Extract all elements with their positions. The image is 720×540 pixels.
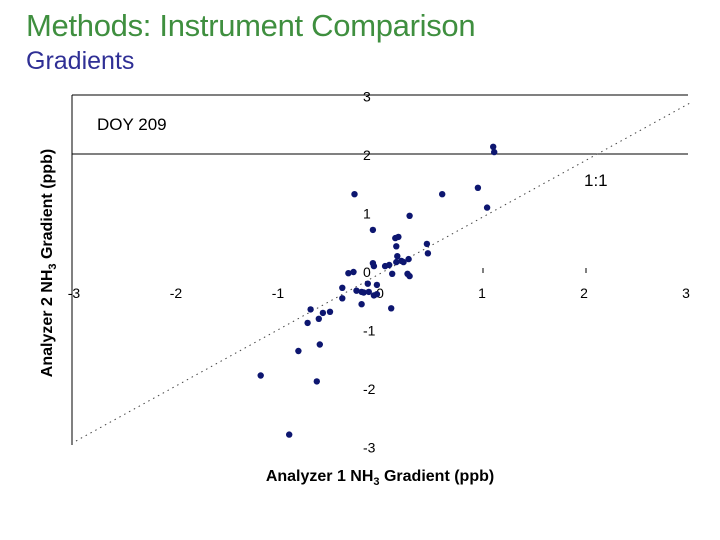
x-tick-label: 0 xyxy=(376,285,384,301)
data-point xyxy=(398,257,405,265)
y-tick-label: 0 xyxy=(363,264,371,280)
y-axis-ticks: 3 2 1 0 -1 -2 -3 xyxy=(363,89,376,456)
data-point xyxy=(315,315,322,322)
y-tick-label: 3 xyxy=(363,89,371,105)
data-point xyxy=(389,270,396,277)
data-point xyxy=(491,148,498,156)
data-point xyxy=(365,288,372,296)
data-point xyxy=(364,280,371,287)
data-point xyxy=(386,261,393,269)
data-point xyxy=(490,143,497,150)
y-axis-label-sub: 3 xyxy=(47,263,59,269)
x-axis-label-sub: 3 xyxy=(373,476,379,488)
data-point xyxy=(345,270,352,277)
y-axis-label-part2: Gradient (ppb) xyxy=(39,149,56,264)
data-point xyxy=(395,233,402,241)
y-axis-label: Analyzer 2 NH3 Gradient (ppb) xyxy=(39,149,59,377)
data-point xyxy=(353,287,360,294)
data-point xyxy=(439,191,446,198)
data-point xyxy=(307,306,314,313)
data-point xyxy=(319,309,327,317)
data-point xyxy=(316,341,323,348)
data-point xyxy=(406,212,413,219)
data-point xyxy=(313,378,320,385)
data-point xyxy=(424,250,432,257)
data-point xyxy=(350,268,357,276)
x-tick-label: -2 xyxy=(170,285,183,301)
x-tick-label: 3 xyxy=(682,285,690,301)
data-point xyxy=(339,284,346,291)
data-point xyxy=(286,431,293,438)
data-point xyxy=(405,255,412,263)
data-point xyxy=(423,240,431,248)
one-to-one-label: 1:1 xyxy=(584,171,608,190)
data-points xyxy=(257,143,498,438)
y-tick-label: 1 xyxy=(363,206,371,222)
data-point xyxy=(360,289,367,296)
data-point xyxy=(483,204,491,211)
data-point xyxy=(373,281,381,289)
data-point xyxy=(351,191,358,198)
data-point xyxy=(339,295,346,302)
x-tick-label: 1 xyxy=(478,285,486,301)
data-point xyxy=(388,305,395,312)
data-point xyxy=(369,226,377,234)
data-point xyxy=(295,347,302,355)
data-point xyxy=(304,319,311,327)
y-tick-label: -2 xyxy=(363,381,376,397)
data-point xyxy=(394,253,401,260)
x-axis-ticks: -3 -2 -1 0 1 2 3 xyxy=(68,285,690,301)
data-point xyxy=(358,301,365,308)
data-point xyxy=(406,272,413,280)
data-point xyxy=(257,372,264,379)
y-tick-label: 2 xyxy=(363,147,371,163)
data-point xyxy=(370,262,378,270)
x-tick-label: 2 xyxy=(580,285,588,301)
y-tick-label: -1 xyxy=(363,323,376,339)
x-tick-label: -1 xyxy=(272,285,285,301)
data-point xyxy=(326,308,334,315)
data-point xyxy=(370,292,378,299)
y-tick-label: -3 xyxy=(363,440,376,456)
x-axis-label-part1: Analyzer 1 NH xyxy=(266,468,374,485)
data-point xyxy=(393,243,400,250)
slide-subtitle: Gradients xyxy=(26,47,135,75)
x-axis-label: Analyzer 1 NH3 Gradient (ppb) xyxy=(266,468,494,488)
x-tick-label: -3 xyxy=(68,285,81,301)
data-point xyxy=(474,184,482,191)
x-axis-label-part2: Gradient (ppb) xyxy=(380,468,495,485)
slide-title: Methods: Instrument Comparison xyxy=(26,8,476,43)
data-point xyxy=(393,258,400,266)
one-to-one-line xyxy=(75,102,691,442)
y-axis-label-part1: Analyzer 2 NH xyxy=(39,270,56,378)
chart-title-doy: DOY 209 xyxy=(97,115,167,134)
